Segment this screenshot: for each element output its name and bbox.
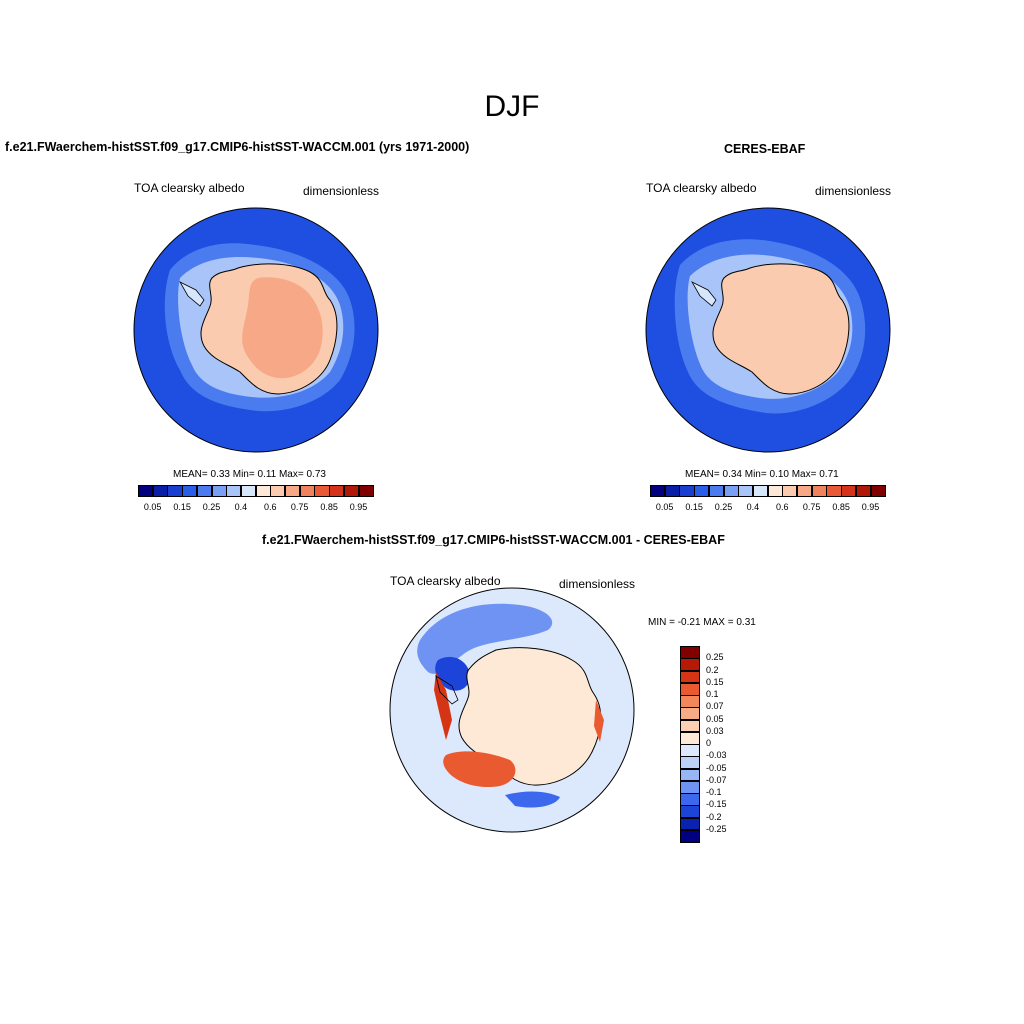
colorbar-swatch — [299, 485, 315, 497]
colorbar-swatch — [680, 646, 700, 659]
colorbar-swatch — [680, 805, 700, 818]
colorbar-swatch — [240, 485, 257, 497]
colorbar-tick-label: 0 — [706, 738, 712, 748]
colorbar-tick-label: -0.15 — [706, 799, 727, 810]
colorbar-tick-label: 0.75 — [290, 502, 309, 512]
colorbar-swatch — [680, 780, 700, 794]
colorbar-tick-label: -0.05 — [706, 762, 727, 773]
colorbar-tick-label: -0.2 — [706, 811, 722, 822]
colorbar-swatch — [782, 485, 798, 497]
colorbar-tick-label: 0.1 — [706, 689, 719, 699]
colorbar-swatch — [680, 682, 700, 696]
colorbar-tick-label: 0.6 — [264, 502, 277, 512]
colorbar-swatch — [723, 485, 739, 497]
colorbar-swatch — [738, 485, 754, 497]
colorbar-swatch — [650, 485, 666, 497]
panel-1-title: f.e21.FWaerchem-histSST.f09_g17.CMIP6-hi… — [5, 140, 470, 154]
colorbar-swatch — [841, 485, 857, 497]
colorbar-tick-label: 0.4 — [746, 502, 760, 512]
colorbar-swatch — [680, 793, 700, 806]
colorbar-swatch — [708, 485, 724, 497]
colorbar-tick-label: 0.05 — [655, 502, 674, 512]
colorbar-tick-label: 0.25 — [202, 502, 221, 512]
panel-3-stats: MIN = -0.21 MAX = 0.31 — [648, 617, 756, 628]
colorbar-tick-label: 0.2 — [706, 664, 719, 675]
colorbar-swatch — [680, 756, 700, 769]
colorbar-tick-label: 0.75 — [802, 502, 821, 512]
colorbar-swatch — [797, 485, 813, 497]
colorbar-swatch — [226, 485, 242, 497]
colorbar-swatch — [680, 670, 700, 684]
colorbar-swatch — [664, 485, 680, 497]
colorbar-swatch — [679, 485, 695, 497]
panel-3-units-label: dimensionless — [559, 577, 636, 591]
panel-2-variable-label: TOA clearsky albedo — [646, 181, 757, 195]
panel-3-variable-label: TOA clearsky albedo — [390, 574, 501, 588]
colorbar-tick-label: 0.25 — [714, 502, 733, 512]
colorbar-swatch — [826, 485, 842, 497]
colorbar-swatch — [680, 707, 700, 720]
colorbar-swatch — [680, 695, 700, 708]
colorbar-tick-label: 0.05 — [706, 713, 724, 724]
colorbar-swatch — [255, 485, 271, 497]
colorbar-tick-label: -0.25 — [706, 823, 727, 834]
colorbar-swatch — [285, 485, 301, 497]
panel-1-stats: MEAN= 0.33 Min= 0.11 Max= 0.73 — [173, 469, 326, 480]
colorbar-swatch — [358, 485, 374, 497]
colorbar-swatch — [680, 829, 700, 843]
colorbar-tick-label: -0.07 — [706, 774, 727, 785]
colorbar-swatch — [680, 731, 700, 745]
colorbar-swatch — [314, 485, 330, 497]
colorbar-tick-label: 0.15 — [685, 502, 703, 512]
colorbar-tick-label: 0.07 — [706, 701, 724, 712]
colorbar-swatch — [767, 485, 783, 497]
colorbar-swatch — [182, 485, 198, 497]
colorbar-swatch — [211, 485, 227, 497]
panel-1-units-label: dimensionless — [303, 184, 380, 198]
panel-3-title: f.e21.FWaerchem-histSST.f09_g17.CMIP6-hi… — [262, 533, 725, 547]
colorbar-swatch — [343, 485, 359, 497]
colorbar-swatch — [811, 485, 827, 497]
colorbar-swatch — [870, 485, 886, 497]
colorbar-tick-label: -0.03 — [706, 750, 727, 761]
page-title: DJF — [484, 90, 540, 123]
colorbar-swatch — [694, 485, 710, 497]
colorbar-tick-label: -0.1 — [706, 787, 722, 797]
colorbar-swatch — [680, 768, 700, 782]
panel-2-units-label: dimensionless — [815, 184, 892, 198]
colorbar-tick-label: 0.15 — [706, 676, 724, 687]
colorbar-swatch — [270, 485, 286, 497]
colorbar-tick-label: 0.05 — [143, 502, 162, 512]
colorbar-tick-label: 0.95 — [349, 502, 368, 512]
panel-1-variable-label: TOA clearsky albedo — [134, 181, 245, 195]
colorbar-swatch — [152, 485, 168, 497]
colorbar-tick-label: 0.03 — [706, 725, 724, 736]
colorbar-tick-label: 0.95 — [861, 502, 880, 512]
colorbar-swatch — [752, 485, 769, 497]
colorbar-swatch — [855, 485, 871, 497]
colorbar-swatch — [138, 485, 154, 497]
colorbar-swatch — [196, 485, 212, 497]
colorbar-swatch — [680, 744, 700, 757]
panel-2-stats: MEAN= 0.34 Min= 0.10 Max= 0.71 — [685, 469, 839, 480]
colorbar-swatch — [680, 719, 700, 733]
colorbar-swatch — [167, 485, 183, 497]
colorbar-swatch — [680, 658, 700, 671]
colorbar-tick-label: 0.85 — [320, 502, 338, 512]
colorbar-swatch — [680, 817, 700, 831]
colorbar-swatch — [329, 485, 345, 497]
colorbar-tick-label: 0.15 — [173, 502, 191, 512]
colorbar-tick-label: 0.25 — [706, 652, 724, 663]
panel-2-title: CERES-EBAF — [724, 142, 806, 156]
colorbar-tick-label: 0.4 — [234, 502, 248, 512]
colorbar-tick-label: 0.85 — [832, 502, 850, 512]
colorbar-tick-label: 0.6 — [776, 502, 789, 512]
